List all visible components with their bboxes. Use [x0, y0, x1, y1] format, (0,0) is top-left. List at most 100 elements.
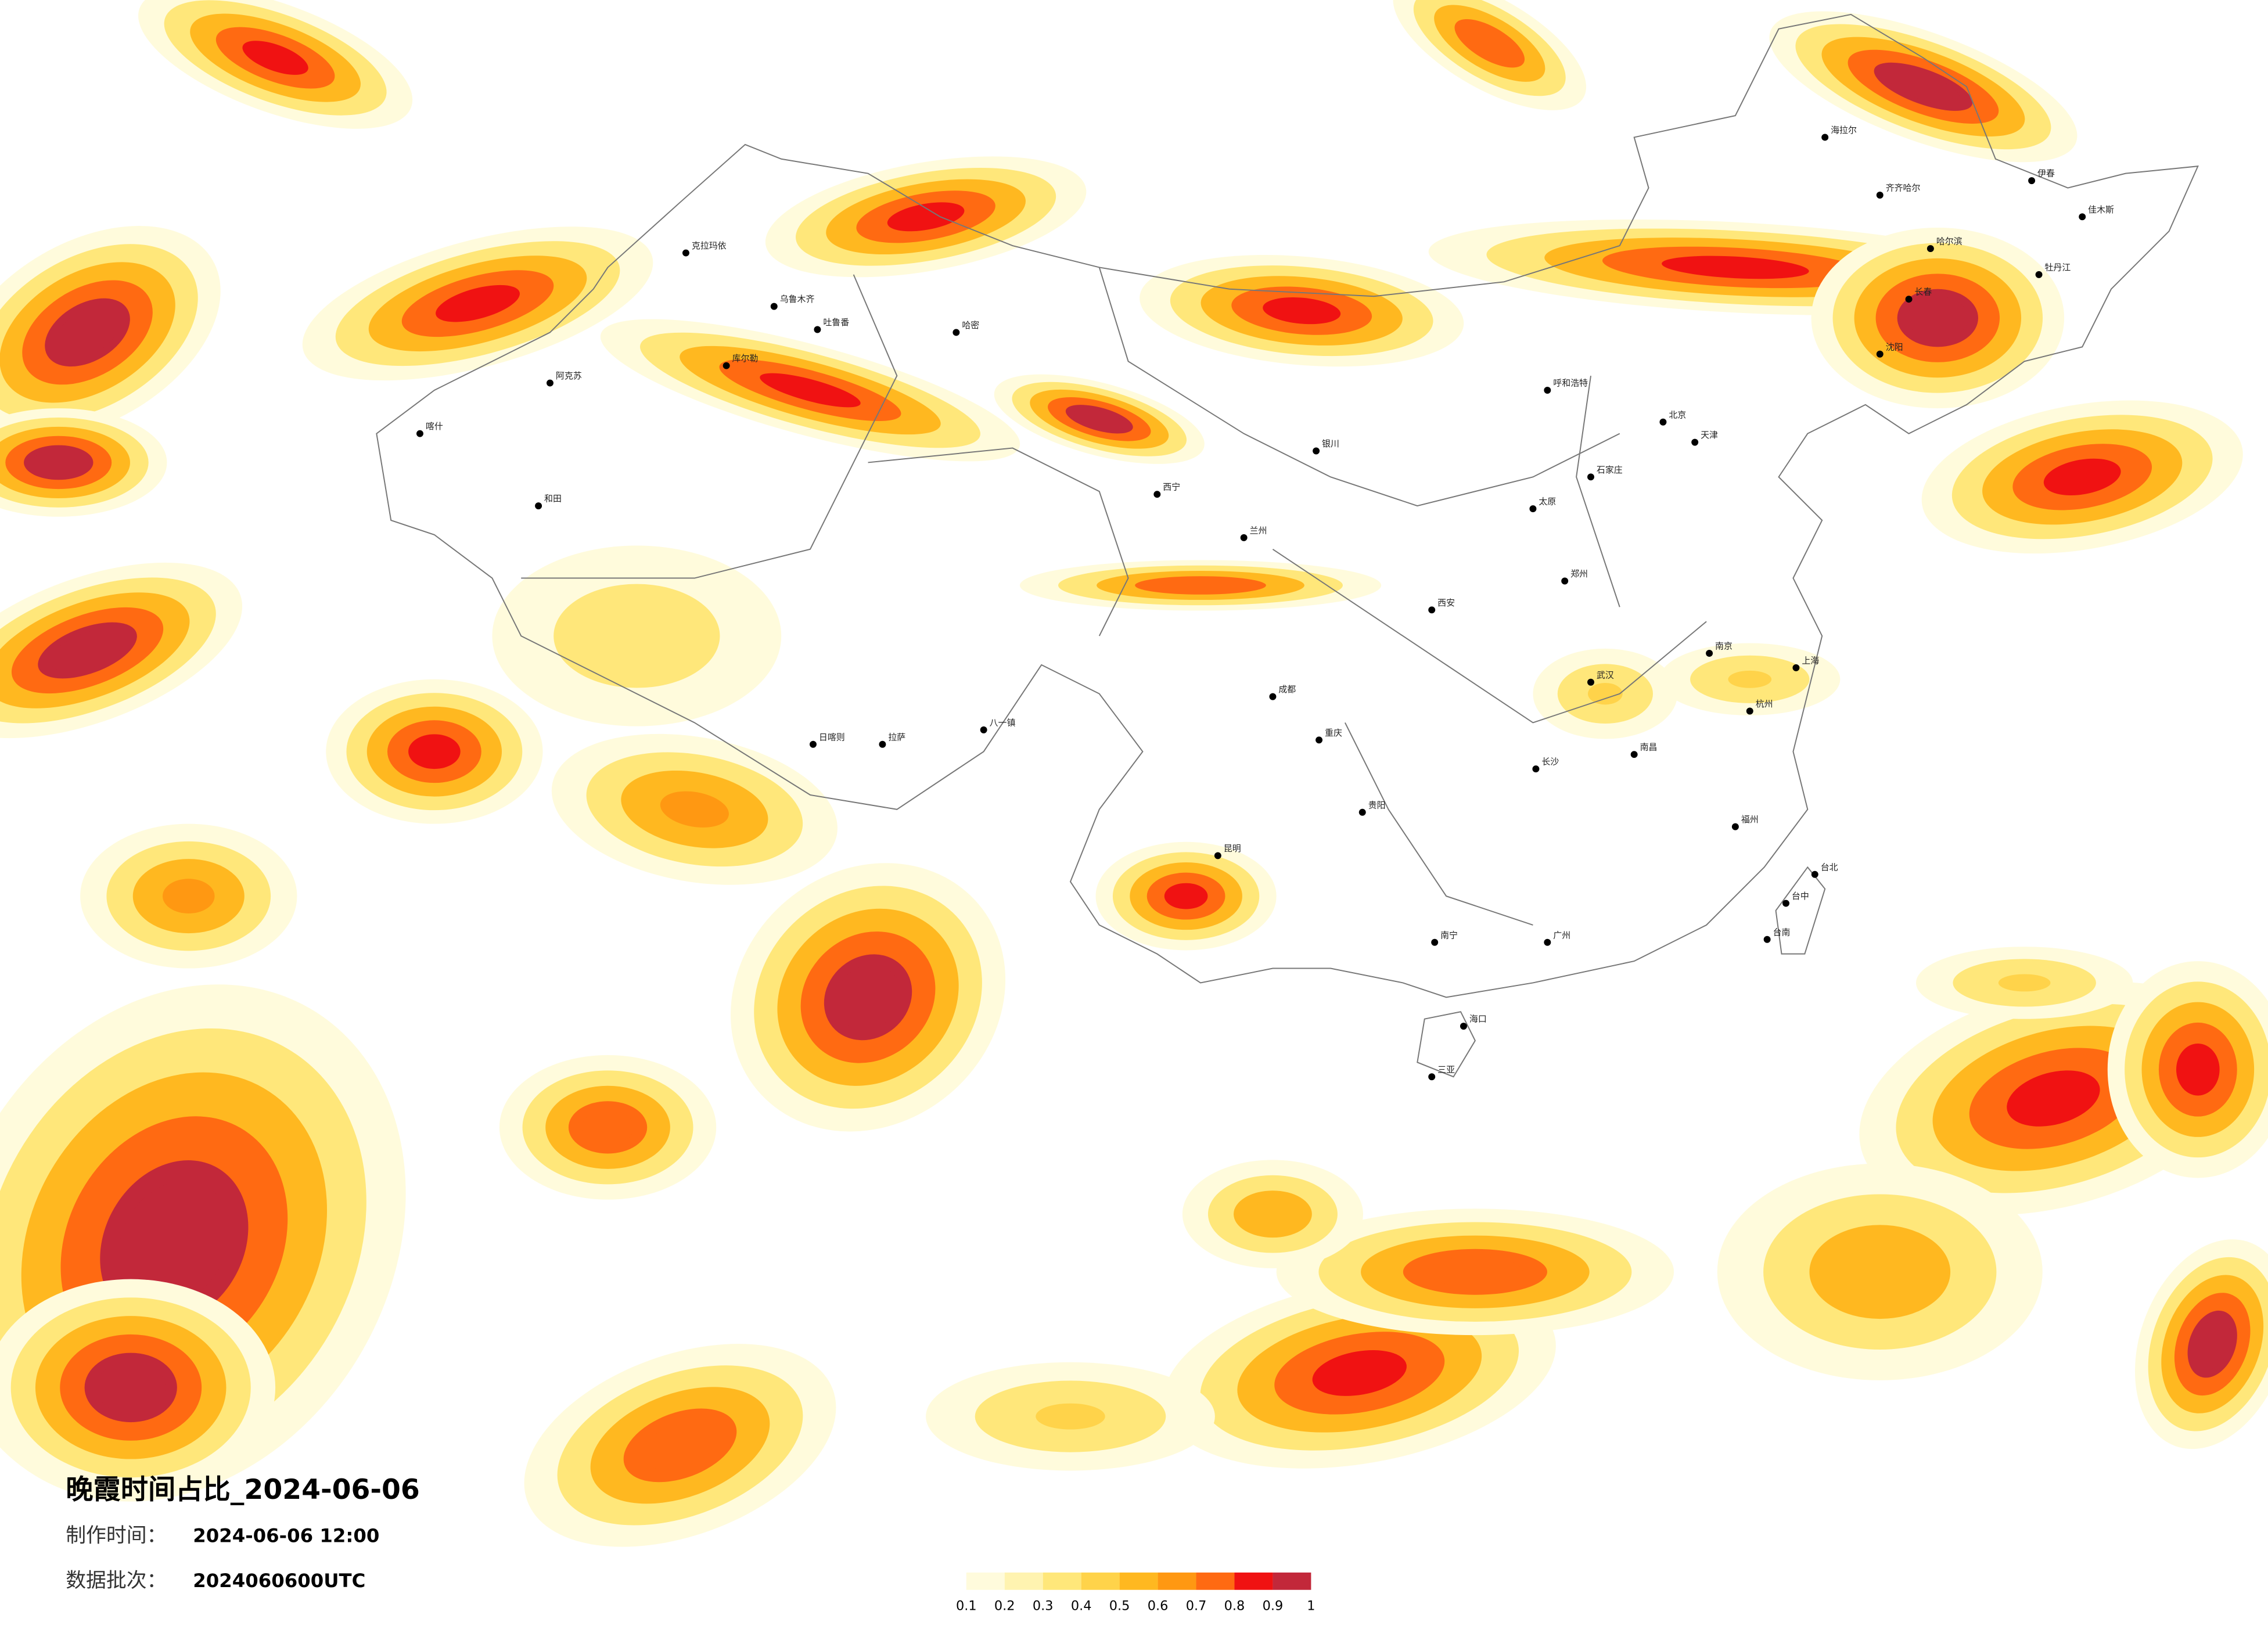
- city-label: 阿克苏: [556, 370, 582, 381]
- legend-swatch: [1081, 1572, 1120, 1590]
- city-label: 库尔勒: [732, 353, 759, 364]
- city-dot: [1428, 1073, 1436, 1081]
- batch-label: 数据批次：: [66, 1569, 167, 1592]
- city-dot: [2035, 271, 2043, 278]
- city-dot: [1428, 606, 1436, 614]
- city-label: 乌鲁木齐: [780, 294, 815, 304]
- city-label: 哈密: [962, 320, 979, 330]
- city-dot: [1630, 751, 1638, 758]
- ratio-patch: [2043, 458, 2121, 495]
- ratio-patch: [162, 879, 215, 913]
- city-label: 北京: [1669, 409, 1686, 420]
- legend-tick: 0.5: [1109, 1599, 1130, 1614]
- city-label: 拉萨: [888, 732, 905, 742]
- city-label: 重庆: [1325, 728, 1342, 738]
- taiwan-outline: [1775, 866, 1826, 955]
- ratio-patch: [1728, 670, 1772, 688]
- city-dot: [1731, 823, 1739, 830]
- city-dot: [1876, 350, 1884, 358]
- city-dot: [1529, 505, 1537, 513]
- ratio-patch: [835, 965, 901, 1030]
- city-dot: [1315, 736, 1323, 744]
- title: 晚霞时间占比_2024-06-06: [66, 1474, 420, 1506]
- ratio-patch: [1036, 1403, 1105, 1430]
- city-dot: [1240, 534, 1248, 541]
- city-dot: [1269, 693, 1277, 700]
- city-label: 吐鲁番: [823, 317, 849, 328]
- ratio-patch: [408, 734, 461, 769]
- city-dot: [1876, 192, 1884, 199]
- city-label: 西安: [1437, 598, 1455, 608]
- ratio-patch: [1998, 974, 2051, 992]
- city-label: 南京: [1715, 641, 1733, 652]
- ratio-patch: [1157, 579, 1244, 592]
- borders: [376, 13, 2199, 1078]
- ratio-patch: [887, 202, 965, 232]
- city-label: 海拉尔: [1831, 125, 1857, 135]
- city-dot: [1460, 1023, 1467, 1030]
- city-dot: [1544, 387, 1551, 394]
- legend-swatch: [1273, 1572, 1311, 1590]
- legend-tick: 0.2: [994, 1599, 1015, 1614]
- legend: 0.1 0.2 0.3 0.4 0.5 0.6 0.7 0.8 0.9 1: [956, 1572, 1315, 1614]
- ratio-patch: [1312, 1350, 1407, 1396]
- city-label: 银川: [1322, 438, 1339, 449]
- city-label: 广州: [1553, 930, 1570, 940]
- legend-swatch: [1004, 1572, 1043, 1590]
- legend-swatch: [1196, 1572, 1235, 1590]
- city-dot: [879, 740, 886, 748]
- ratio-patch: [581, 1110, 634, 1145]
- city-dot: [2079, 213, 2086, 221]
- ratio-patch: [1427, 1257, 1523, 1287]
- city-label: 长春: [1915, 287, 1932, 297]
- ratio-patch: [32, 449, 85, 476]
- city-label: 南昌: [1640, 742, 1658, 753]
- ratio-patch: [2176, 1043, 2220, 1096]
- city-label: 杭州: [1756, 699, 1773, 709]
- city-dot: [682, 249, 689, 257]
- legend-tick: 1: [1307, 1599, 1315, 1614]
- city-label: 伊春: [2037, 168, 2055, 179]
- city-dot: [770, 303, 778, 310]
- city-label: 日喀则: [819, 732, 845, 742]
- batch-value: 2024060600UTC: [193, 1570, 365, 1592]
- city-label: 成都: [1278, 684, 1296, 695]
- legend-swatch: [1158, 1572, 1196, 1590]
- legend-swatch: [966, 1572, 1005, 1590]
- country-outline: [376, 13, 2199, 998]
- make-time-value: 2024-06-06 12:00: [193, 1525, 379, 1547]
- city-label: 天津: [1701, 430, 1718, 440]
- city-label: 台北: [1821, 862, 1838, 872]
- city-label: 海口: [1469, 1014, 1487, 1024]
- city-dot: [953, 329, 960, 336]
- city-dot: [1926, 245, 1934, 253]
- ratio-patch: [242, 41, 308, 75]
- city-label: 台中: [1792, 891, 1809, 901]
- city-dot: [1358, 808, 1366, 816]
- city-dot: [1905, 296, 1913, 303]
- ratio-patch: [1662, 256, 1809, 279]
- ratio-patch: [1164, 883, 1208, 909]
- city-dot: [1214, 852, 1221, 859]
- city-dot: [1659, 418, 1667, 426]
- city-label: 太原: [1539, 497, 1556, 507]
- legend-tick: 0.7: [1186, 1599, 1207, 1614]
- city-dot: [1532, 765, 1540, 773]
- internal-border: [521, 267, 1707, 926]
- ratio-patch: [1588, 683, 1623, 705]
- ratio-patch: [1263, 297, 1341, 325]
- ratio-patch: [660, 791, 729, 828]
- city-label: 呼和浩特: [1553, 378, 1588, 388]
- city-dot: [1746, 707, 1753, 715]
- ratio-patch: [55, 307, 120, 358]
- city-label: 沈阳: [1886, 341, 1903, 352]
- city-dot: [1763, 936, 1771, 943]
- ratio-patch: [1074, 408, 1125, 430]
- legend-swatch: [1043, 1572, 1081, 1590]
- ratio-patch: [2194, 1319, 2231, 1369]
- ratio-patch: [436, 285, 520, 322]
- city-label: 福州: [1741, 814, 1759, 825]
- city-label: 和田: [544, 494, 562, 504]
